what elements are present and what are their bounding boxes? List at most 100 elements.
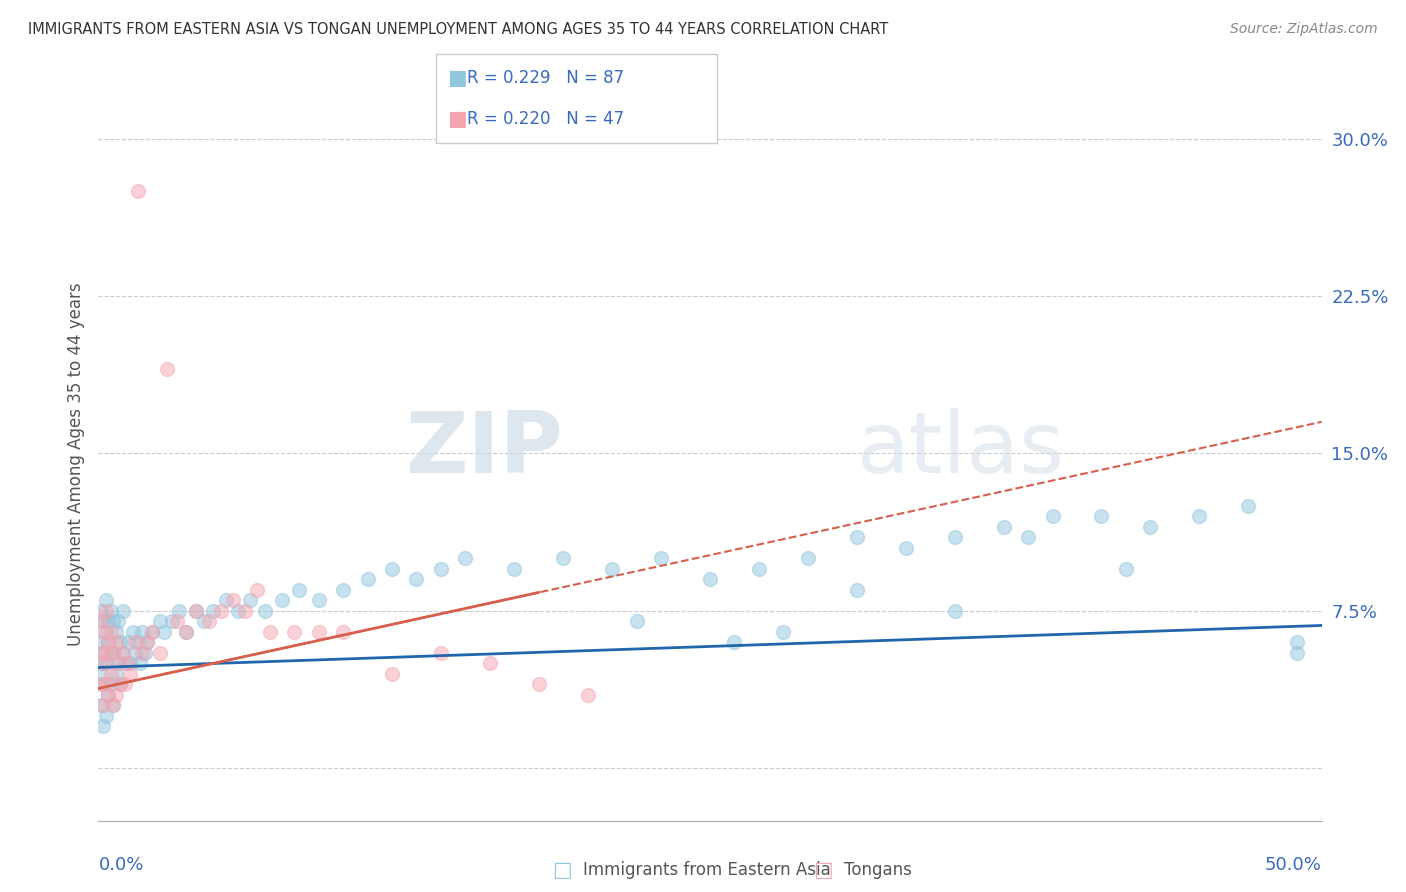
Point <box>1017 530 1039 544</box>
Point <box>1286 635 1309 649</box>
Point <box>845 582 868 597</box>
Point <box>233 604 256 618</box>
Point <box>90 646 112 660</box>
Text: Tongans: Tongans <box>844 861 911 879</box>
Point <box>94 604 117 618</box>
Point <box>943 530 966 544</box>
Point <box>90 666 112 681</box>
Point <box>845 530 868 544</box>
Point <box>124 635 146 649</box>
Point <box>332 582 354 597</box>
Point <box>120 657 142 671</box>
Point <box>527 677 550 691</box>
Point <box>222 593 245 607</box>
Point <box>90 614 112 628</box>
Point <box>943 604 966 618</box>
Point <box>131 624 153 639</box>
Point <box>308 624 330 639</box>
Point <box>308 593 330 607</box>
Point <box>1042 509 1064 524</box>
Point <box>259 624 281 639</box>
Point <box>166 614 188 628</box>
Point <box>270 593 294 607</box>
Point <box>97 635 120 649</box>
Text: IMMIGRANTS FROM EASTERN ASIA VS TONGAN UNEMPLOYMENT AMONG AGES 35 TO 44 YEARS CO: IMMIGRANTS FROM EASTERN ASIA VS TONGAN U… <box>28 22 889 37</box>
Point <box>576 688 599 702</box>
Point <box>104 635 127 649</box>
Point <box>283 624 305 639</box>
Point <box>356 572 378 586</box>
Point <box>90 604 112 618</box>
Point <box>107 657 129 671</box>
Point <box>253 604 276 618</box>
Point <box>134 646 156 660</box>
Point <box>167 604 190 618</box>
Point <box>430 646 453 660</box>
Point <box>149 646 172 660</box>
Point <box>553 551 575 566</box>
Point <box>110 635 132 649</box>
Text: 50.0%: 50.0% <box>1265 856 1322 874</box>
Point <box>90 635 112 649</box>
Point <box>772 624 794 639</box>
Point <box>94 708 117 723</box>
Point <box>127 635 149 649</box>
Point <box>239 593 262 607</box>
Point <box>121 624 143 639</box>
Text: ZIP: ZIP <box>405 408 564 491</box>
Text: atlas: atlas <box>856 408 1064 491</box>
Point <box>107 657 129 671</box>
Point <box>993 520 1015 534</box>
Point <box>90 698 112 713</box>
Point <box>94 624 117 639</box>
Point <box>288 582 311 597</box>
Text: □: □ <box>553 860 572 880</box>
Text: ■: ■ <box>447 109 467 128</box>
Point <box>107 614 129 628</box>
Point <box>101 646 124 660</box>
Point <box>90 677 112 691</box>
Point <box>332 624 354 639</box>
Point <box>117 635 139 649</box>
Point <box>209 604 232 618</box>
Point <box>1237 499 1260 513</box>
Point <box>197 614 219 628</box>
Point <box>381 562 404 576</box>
Point <box>91 719 114 733</box>
Text: R = 0.220   N = 47: R = 0.220 N = 47 <box>467 110 624 128</box>
Point <box>894 541 917 555</box>
Point <box>600 562 623 576</box>
Point <box>91 614 114 628</box>
Point <box>381 666 404 681</box>
Text: R = 0.229   N = 87: R = 0.229 N = 87 <box>467 69 624 87</box>
Point <box>131 646 153 660</box>
Point <box>1115 562 1137 576</box>
Point <box>101 646 124 660</box>
Point <box>748 562 770 576</box>
Text: ■: ■ <box>447 68 467 87</box>
Point <box>1090 509 1112 524</box>
Point <box>503 562 526 576</box>
Point <box>111 646 134 660</box>
Point <box>104 666 127 681</box>
Point <box>117 657 139 671</box>
Point <box>97 688 120 702</box>
Point <box>723 635 745 649</box>
Point <box>110 677 132 691</box>
Point <box>100 604 122 618</box>
Y-axis label: Unemployment Among Ages 35 to 44 years: Unemployment Among Ages 35 to 44 years <box>66 282 84 646</box>
Point <box>1188 509 1211 524</box>
Point <box>101 614 124 628</box>
Point <box>100 624 122 639</box>
Point <box>193 614 215 628</box>
Point <box>478 657 501 671</box>
Point <box>124 646 146 660</box>
Point <box>149 614 172 628</box>
Point <box>136 635 159 649</box>
Point <box>101 698 124 713</box>
Point <box>405 572 427 586</box>
Point <box>153 624 176 639</box>
Point <box>699 572 721 586</box>
Point <box>129 657 152 671</box>
Point <box>91 646 114 660</box>
